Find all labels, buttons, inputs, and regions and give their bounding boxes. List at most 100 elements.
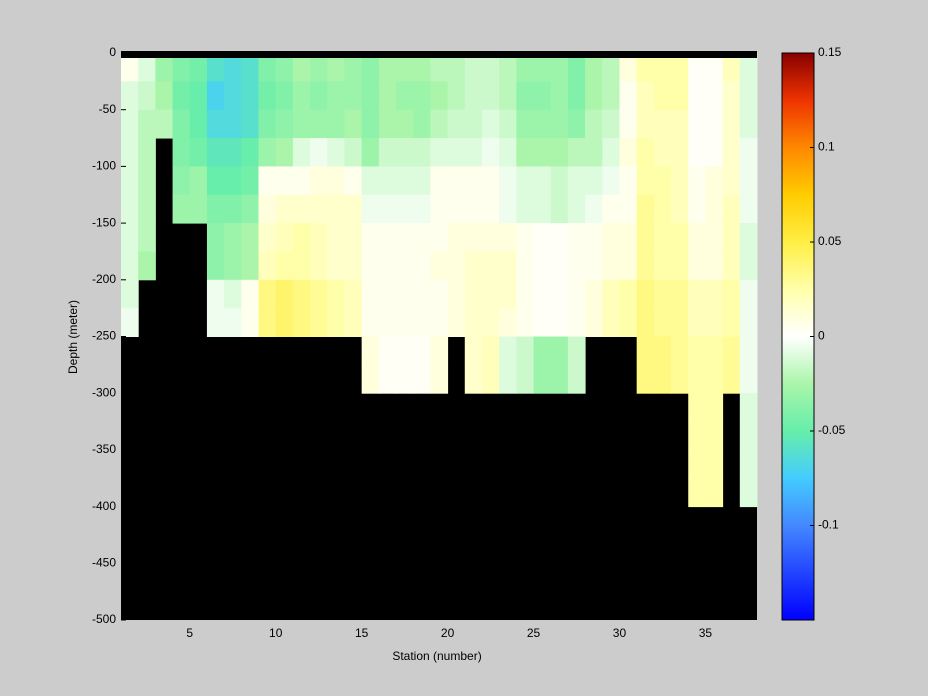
colorbar bbox=[781, 52, 815, 621]
cell bbox=[533, 166, 552, 196]
cell bbox=[585, 81, 603, 111]
cell bbox=[671, 223, 689, 252]
cell bbox=[722, 336, 741, 366]
cell bbox=[189, 53, 208, 82]
cell bbox=[653, 279, 672, 309]
cell bbox=[516, 138, 535, 167]
cell bbox=[258, 279, 277, 309]
cell bbox=[378, 279, 397, 309]
cell bbox=[705, 138, 724, 167]
cell bbox=[688, 166, 706, 196]
cell bbox=[258, 109, 277, 139]
cell bbox=[722, 194, 741, 224]
cell bbox=[516, 279, 535, 309]
cell bbox=[138, 138, 156, 167]
cell bbox=[396, 81, 414, 111]
cell bbox=[241, 223, 260, 252]
cell bbox=[567, 364, 586, 394]
cell bbox=[275, 279, 294, 309]
cell bbox=[378, 194, 397, 224]
cell bbox=[585, 53, 603, 82]
cell bbox=[224, 53, 242, 82]
cell bbox=[739, 449, 758, 479]
cell bbox=[172, 166, 191, 196]
cell bbox=[550, 53, 569, 82]
cell bbox=[378, 364, 397, 394]
cell bbox=[739, 336, 758, 366]
cell bbox=[653, 364, 672, 394]
cell bbox=[275, 194, 294, 224]
cell bbox=[396, 279, 414, 309]
cell bbox=[481, 166, 500, 196]
cell bbox=[292, 223, 311, 252]
cell bbox=[688, 138, 706, 167]
cell bbox=[688, 53, 706, 82]
cell bbox=[241, 81, 260, 111]
cell bbox=[705, 421, 724, 451]
cell bbox=[396, 336, 414, 366]
cell bbox=[121, 308, 139, 337]
cell bbox=[533, 194, 552, 224]
y-tick-label: -500 bbox=[92, 612, 116, 626]
cell bbox=[464, 364, 483, 394]
cell bbox=[172, 53, 191, 82]
cell bbox=[602, 109, 620, 139]
cell bbox=[550, 166, 569, 196]
cell bbox=[585, 166, 603, 196]
cell bbox=[447, 166, 466, 196]
cell bbox=[516, 166, 535, 196]
y-tick-label: -50 bbox=[99, 102, 117, 116]
cell bbox=[138, 251, 156, 281]
cell bbox=[275, 53, 294, 82]
cell bbox=[499, 109, 517, 139]
cell bbox=[464, 109, 483, 139]
cell bbox=[327, 138, 345, 167]
cell bbox=[361, 81, 380, 111]
cell bbox=[413, 138, 431, 167]
cell bbox=[602, 138, 620, 167]
cell bbox=[722, 279, 741, 309]
cell bbox=[344, 166, 363, 196]
cell bbox=[550, 138, 569, 167]
cell bbox=[550, 251, 569, 281]
cell bbox=[619, 308, 638, 337]
cell bbox=[361, 251, 380, 281]
cell bbox=[258, 53, 277, 82]
cell bbox=[688, 336, 706, 366]
cell bbox=[619, 138, 638, 167]
cell bbox=[671, 53, 689, 82]
cell bbox=[413, 336, 431, 366]
y-tick-label: -150 bbox=[92, 215, 116, 229]
cell bbox=[189, 166, 208, 196]
cell bbox=[378, 166, 397, 196]
cell bbox=[481, 138, 500, 167]
cell bbox=[292, 279, 311, 309]
cell bbox=[310, 166, 328, 196]
cell bbox=[688, 421, 706, 451]
cell bbox=[189, 109, 208, 139]
cell bbox=[636, 279, 655, 309]
cell bbox=[310, 194, 328, 224]
cell bbox=[344, 81, 363, 111]
cell bbox=[155, 81, 174, 111]
cell bbox=[327, 53, 345, 82]
cell bbox=[671, 166, 689, 196]
cell bbox=[189, 194, 208, 224]
y-tick-label: -100 bbox=[92, 159, 116, 173]
cell bbox=[138, 194, 156, 224]
cell bbox=[224, 138, 242, 167]
cell bbox=[585, 109, 603, 139]
cell bbox=[705, 81, 724, 111]
cell bbox=[705, 364, 724, 394]
cell bbox=[533, 109, 552, 139]
cell bbox=[292, 251, 311, 281]
cell bbox=[361, 138, 380, 167]
cell bbox=[671, 251, 689, 281]
cell bbox=[241, 194, 260, 224]
cell bbox=[499, 53, 517, 82]
cell bbox=[327, 279, 345, 309]
cell bbox=[189, 138, 208, 167]
cell bbox=[378, 53, 397, 82]
cell bbox=[464, 166, 483, 196]
cell bbox=[310, 308, 328, 337]
